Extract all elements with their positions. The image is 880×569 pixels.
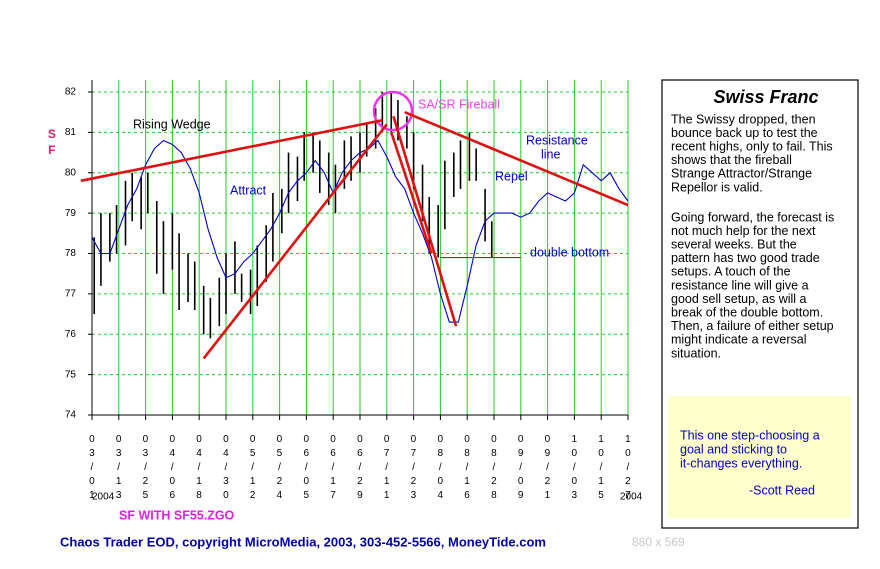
- annotation: Resistance: [526, 133, 588, 147]
- x-tick-label: 04/18: [194, 434, 205, 504]
- trend-line: [404, 110, 629, 207]
- panel-line: bounce back up to test the: [671, 126, 818, 140]
- trend-line: [80, 118, 383, 183]
- quote-box: [668, 396, 851, 518]
- x-tick-label: 06/17: [328, 434, 339, 504]
- panel-line: break of the double bottom.: [671, 305, 823, 319]
- x-tick-label: 09/21: [542, 434, 553, 504]
- panel-title: Swiss Franc: [713, 87, 818, 107]
- quote-line: This one step-choosing a: [680, 428, 820, 442]
- x-tick-label: 08/16: [462, 434, 473, 504]
- panel-line: good sell setup, as will a: [671, 292, 807, 306]
- image-size: 880 x 569: [632, 535, 685, 549]
- trend-line: [202, 123, 388, 360]
- panel-line: several weeks. But the: [671, 237, 797, 251]
- annotation: Attract: [230, 183, 267, 197]
- forecast-line: [91, 139, 629, 323]
- y-tick-label: 80: [65, 167, 77, 178]
- fireball-circle: [372, 90, 414, 132]
- annotation: SA/SR Fireball: [418, 97, 500, 111]
- y-axis-label: SF: [45, 127, 59, 159]
- x-tick-label: 04/06: [167, 434, 178, 504]
- panel-line: Then, a failure of either setup: [671, 319, 834, 333]
- panel-line: pattern has two good trade: [671, 251, 820, 265]
- panel-line: The Swissy dropped, then: [671, 112, 816, 126]
- trend-line: [390, 131, 433, 254]
- annotation: Rising Wedge: [133, 117, 211, 131]
- panel-line: setups. A touch of the: [671, 265, 791, 279]
- y-tick-label: 74: [65, 410, 77, 421]
- copyright: Chaos Trader EOD, copyright MicroMedia, …: [60, 534, 546, 549]
- panel-line: shows that the fireball: [671, 153, 792, 167]
- plot-area: 74 75 76 77 78 79 80 81 82 03/01 03/13 03/25 04/06 04…: [45, 80, 643, 504]
- x-tick-label: 05/24: [274, 434, 285, 504]
- panel-line: situation.: [671, 346, 721, 360]
- annotation: double bottom: [530, 245, 609, 259]
- trend-line: [392, 115, 458, 327]
- year-label: 2004: [620, 492, 643, 503]
- x-tick-label: 03/13: [113, 434, 124, 504]
- x-tick-label: 07/11: [381, 434, 392, 504]
- x-tick-label: 08/28: [488, 434, 499, 504]
- y-tick-label: 76: [65, 329, 77, 340]
- quote-author: -Scott Reed: [749, 483, 815, 497]
- x-tick-label: 03/01: [86, 434, 97, 504]
- quote-line: it-changes everything.: [680, 456, 802, 470]
- x-tick-label: 10/27: [622, 434, 633, 504]
- panel-line: might indicate a reversal: [671, 333, 806, 347]
- x-tick-label: 05/12: [247, 434, 258, 504]
- x-tick-label: 10/03: [569, 434, 580, 504]
- x-tick-label: 03/25: [140, 434, 151, 504]
- y-tick-label: 77: [65, 289, 77, 300]
- x-tick-label: 10/15: [596, 434, 607, 504]
- y-tick-label: 79: [65, 208, 77, 219]
- annotation: line: [541, 147, 561, 161]
- quote-line: goal and sticking to: [680, 442, 787, 456]
- panel-line: Strange Attractor/Strange: [671, 167, 812, 181]
- panel-line: Going forward, the forecast is: [671, 210, 834, 224]
- y-tick-label: 78: [65, 248, 77, 259]
- annotation: Repel: [495, 169, 528, 183]
- year-label: 2004: [92, 492, 115, 503]
- x-tick-label: 06/29: [354, 434, 365, 504]
- x-tick-label: 08/04: [435, 434, 446, 504]
- x-tick-label: 06/05: [301, 434, 312, 504]
- x-tick-label: 07/23: [408, 434, 419, 504]
- panel-line: not much help for the next: [671, 224, 816, 238]
- panel-line: Repellor is valid.: [671, 180, 763, 194]
- y-tick-label: 75: [65, 369, 77, 380]
- y-tick-label: 81: [65, 127, 77, 138]
- x-tick-label: 04/30: [220, 434, 231, 504]
- study-label: SF WITH SF55.ZGO: [119, 508, 235, 522]
- panel-line: recent highs, only to fail. This: [671, 139, 833, 153]
- y-tick-label: 82: [65, 87, 77, 98]
- x-tick-label: 09/09: [515, 434, 526, 504]
- panel-line: resistance line will give a: [671, 278, 809, 292]
